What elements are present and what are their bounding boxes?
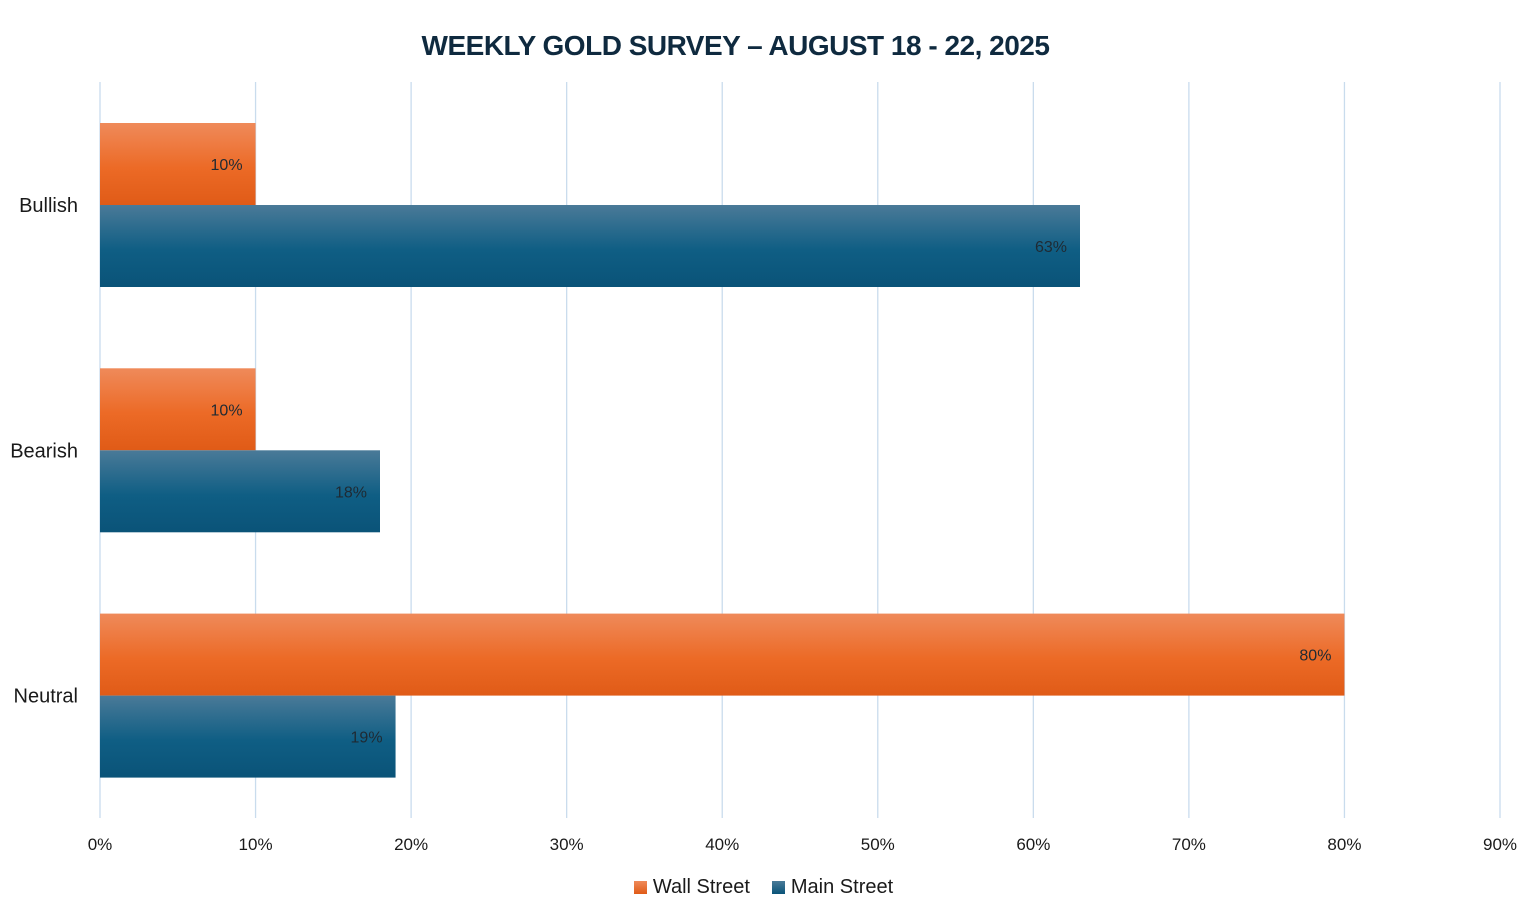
- data-label: 18%: [335, 484, 367, 501]
- category-label: Neutral: [14, 686, 78, 708]
- legend-item-wall-street: Wall Street: [633, 876, 750, 899]
- data-label: 10%: [211, 402, 243, 419]
- x-tick-label: 90%: [1483, 835, 1517, 854]
- legend: Wall Street Main Street: [0, 876, 1537, 899]
- category-label: Bearish: [10, 440, 78, 462]
- chart-title: WEEKLY GOLD SURVEY – AUGUST 18 - 22, 202…: [421, 30, 1050, 61]
- x-tick-label: 0%: [88, 835, 113, 854]
- bar-wall-street: [100, 123, 256, 205]
- x-tick-label: 20%: [394, 835, 428, 854]
- category-label: Bullish: [19, 195, 78, 217]
- legend-swatch-wall-street: [633, 881, 647, 894]
- bar-main-street: [100, 450, 380, 533]
- x-tick-label: 80%: [1327, 835, 1361, 854]
- data-label: 10%: [211, 157, 243, 174]
- x-tick-label: 60%: [1016, 835, 1050, 854]
- data-label: 80%: [1299, 648, 1331, 665]
- x-tick-label: 50%: [861, 835, 895, 854]
- data-label: 19%: [351, 730, 383, 747]
- x-tick-label: 30%: [550, 835, 584, 854]
- x-tick-label: 10%: [239, 835, 273, 854]
- legend-label-main-street: Main Street: [790, 876, 894, 898]
- legend-label-wall-street: Wall Street: [652, 876, 750, 898]
- x-tick-label: 40%: [705, 835, 739, 854]
- x-tick-label: 70%: [1172, 835, 1206, 854]
- legend-item-main-street: Main Street: [771, 876, 894, 899]
- data-label: 63%: [1035, 239, 1067, 256]
- legend-swatch-main-street: [771, 881, 785, 894]
- bar-wall-street: [100, 613, 1345, 696]
- data-labels: 10% 63% 10% 18% 80% 19%: [211, 157, 1332, 747]
- bar-main-street: [100, 695, 396, 778]
- bar-wall-street: [100, 368, 256, 451]
- axes: 0% 10% 20% 30% 40% 50% 60% 70% 80% 90% Bullish Bear…: [10, 195, 1517, 854]
- bar-main-street: [100, 205, 1080, 287]
- bars: [100, 123, 1345, 778]
